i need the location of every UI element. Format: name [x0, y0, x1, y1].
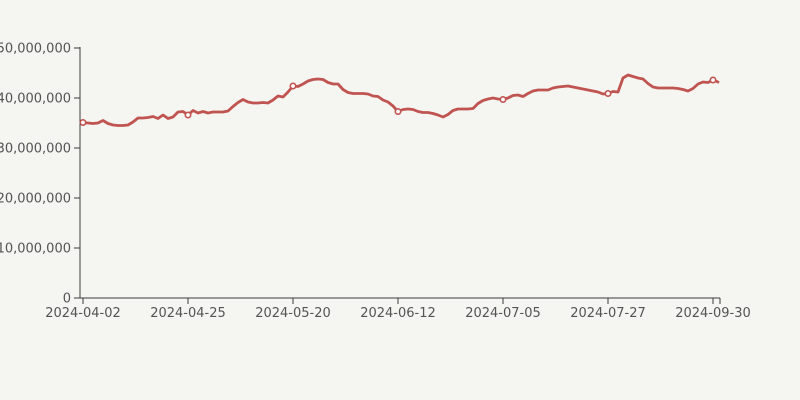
- data-point-marker: [709, 76, 717, 84]
- y-axis-label: 10,000,000: [0, 242, 71, 257]
- x-axis-label: 2024-07-27: [570, 306, 646, 321]
- x-axis-label: 2024-07-05: [465, 306, 541, 321]
- data-point-marker: [499, 96, 507, 104]
- x-axis-ticks: 2024-04-02 2024-04-25 2024-05-20 2024-06-12…: [45, 298, 751, 321]
- series-group: [79, 73, 720, 127]
- data-point-marker: [394, 108, 402, 116]
- data-point-marker: [289, 82, 297, 90]
- data-point-marker: [604, 90, 612, 98]
- y-axis-label: 20,000,000: [0, 192, 71, 207]
- y-axis-ticks: 0 10,000,000 20,000,000 30,000,000 40,000,00…: [0, 42, 80, 307]
- data-point-marker: [184, 111, 192, 119]
- y-axis-label: 30,000,000: [0, 142, 71, 157]
- x-axis-label: 2024-06-12: [360, 306, 436, 321]
- data-point-marker: [79, 119, 87, 127]
- y-axis-label: 50,000,000: [0, 42, 71, 57]
- series-line: [81, 73, 720, 127]
- x-axis-label: 2024-04-02: [45, 306, 121, 321]
- x-axis-label: 2024-04-25: [150, 306, 226, 321]
- y-axis-label: 0: [63, 292, 71, 307]
- y-axis-label: 40,000,000: [0, 92, 71, 107]
- x-axis-label: 2024-05-20: [255, 306, 331, 321]
- axes: [79, 47, 720, 299]
- x-axis-label: 2024-09-30: [675, 306, 751, 321]
